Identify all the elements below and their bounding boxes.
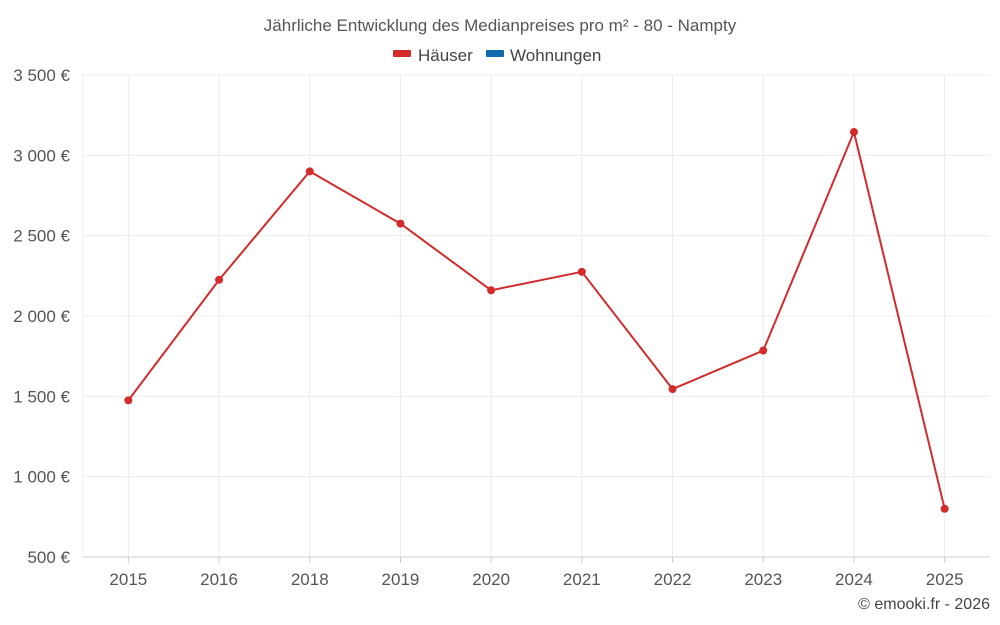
data-point[interactable] (396, 219, 405, 228)
x-tick-label: 2022 (654, 570, 692, 589)
data-point[interactable] (668, 385, 677, 394)
x-tick-label: 2021 (563, 570, 601, 589)
x-tick-label: 2019 (382, 570, 420, 589)
series-haeuser (124, 128, 949, 513)
legend-label-haeuser: Häuser (418, 46, 473, 65)
data-point[interactable] (577, 267, 586, 276)
data-point[interactable] (940, 504, 949, 513)
legend-item-wohnungen[interactable]: Wohnungen (486, 46, 601, 65)
legend-label-wohnungen: Wohnungen (510, 46, 601, 65)
data-point[interactable] (759, 346, 768, 355)
y-tick-label: 3 500 € (13, 66, 70, 85)
y-tick-label: 500 € (27, 548, 70, 567)
legend-item-haeuser[interactable]: Häuser (393, 46, 473, 65)
legend-swatch-haeuser (393, 50, 411, 57)
grid (82, 74, 990, 557)
credit-text: © emooki.fr - 2026 (858, 596, 990, 613)
legend: Häuser Wohnungen (393, 46, 601, 65)
x-tick-label: 2015 (109, 570, 147, 589)
chart-title: Jährliche Entwicklung des Medianpreises … (264, 16, 737, 35)
y-tick-label: 2 000 € (13, 307, 70, 326)
x-tick-label: 2023 (744, 570, 782, 589)
series-line (127, 131, 946, 510)
x-tick-label: 2016 (200, 570, 238, 589)
data-point[interactable] (215, 275, 224, 284)
data-point[interactable] (305, 167, 314, 176)
y-tick-label: 2 500 € (13, 227, 70, 246)
x-tick-label: 2020 (472, 570, 510, 589)
x-tick-label: 2018 (291, 570, 329, 589)
y-tick-label: 3 000 € (13, 146, 70, 165)
legend-swatch-wohnungen (486, 50, 504, 57)
x-tick-label: 2025 (926, 570, 964, 589)
data-point[interactable] (124, 396, 133, 405)
data-point[interactable] (487, 286, 496, 295)
y-tick-label: 1 000 € (13, 468, 70, 487)
y-tick-label: 1 500 € (13, 387, 70, 406)
data-point[interactable] (849, 128, 858, 137)
axes: 500 € 1 000 € 1 500 € 2 000 € 2 500 € 3 000 €… (13, 66, 990, 589)
x-tick-label: 2024 (835, 570, 873, 589)
